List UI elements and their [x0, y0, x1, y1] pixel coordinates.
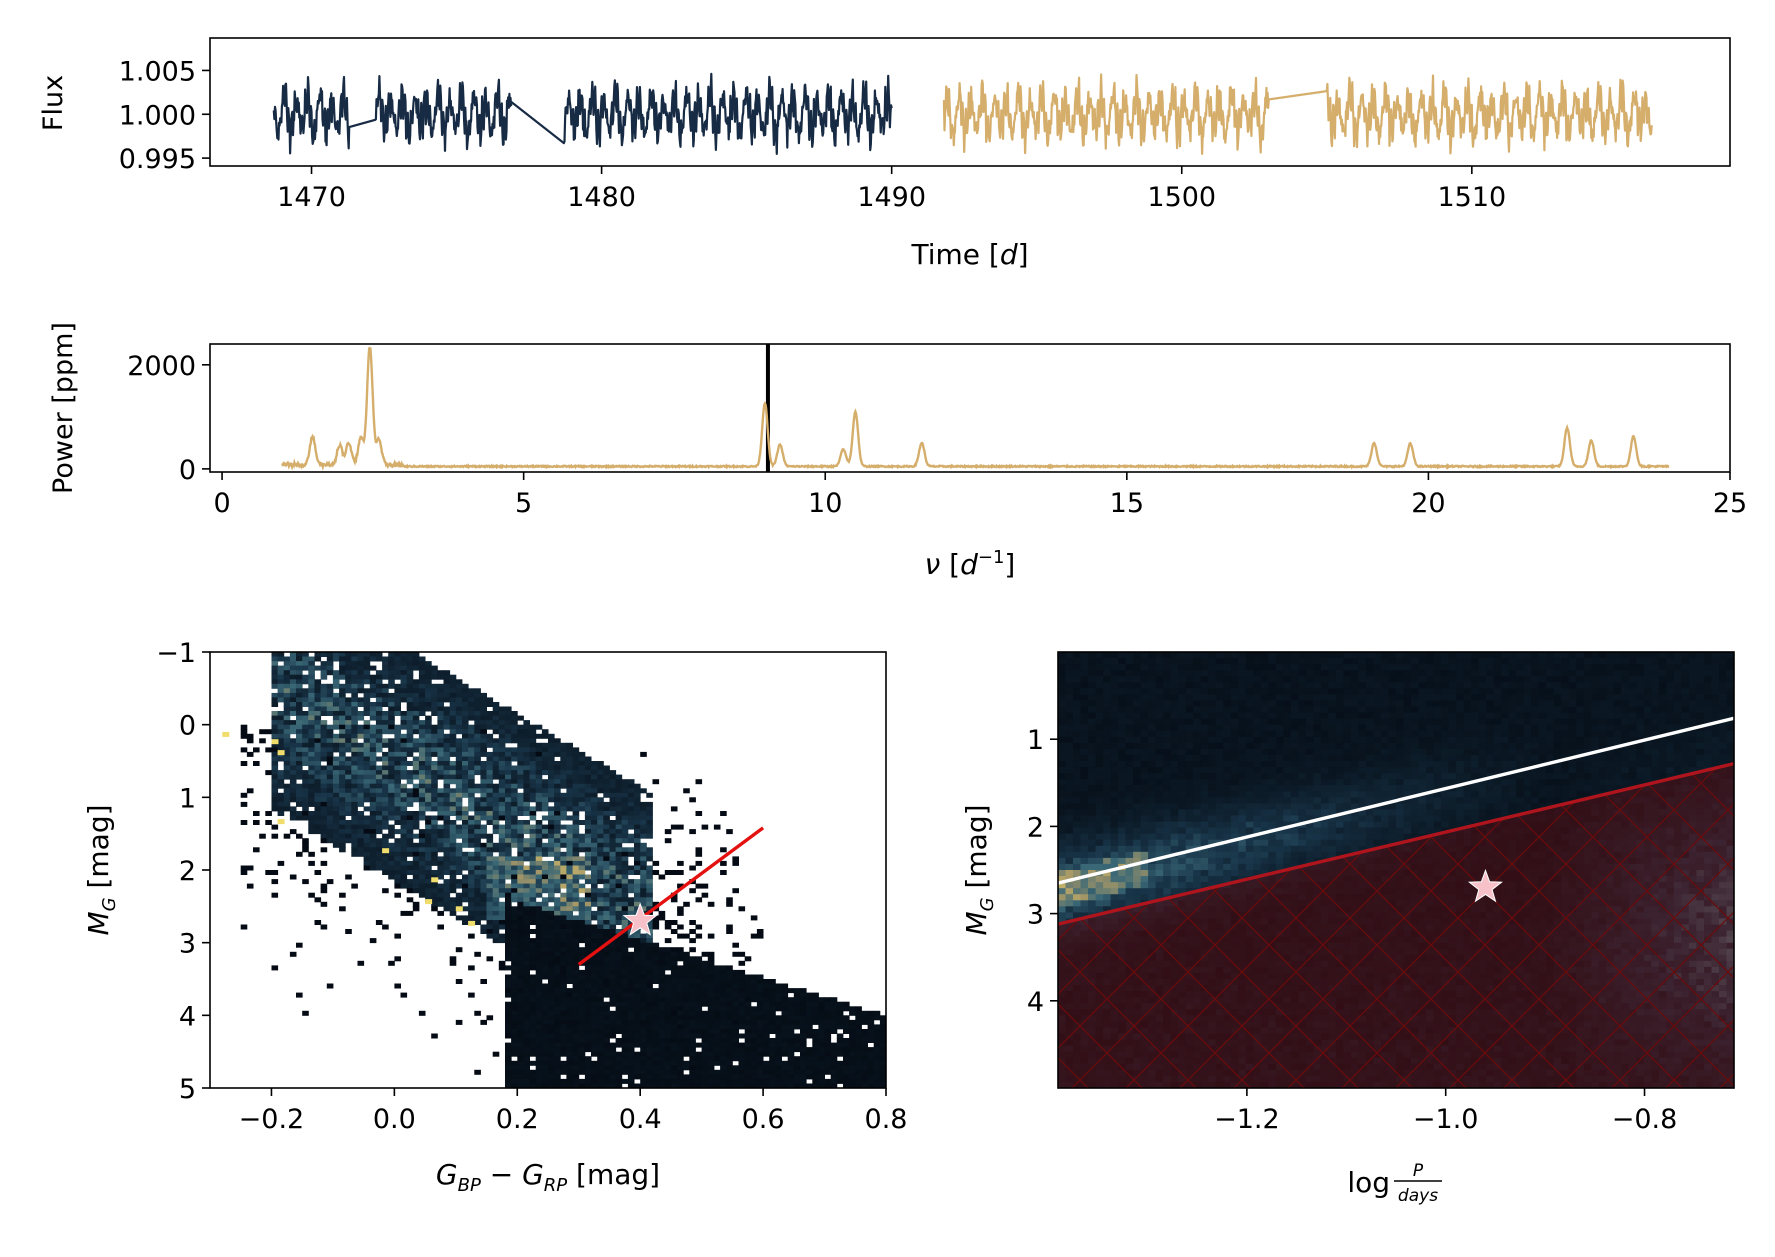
pl-y-ticks: 1 2 3 4 [1027, 725, 1058, 1018]
cmd-ylabel: MG [mag] [82, 804, 120, 935]
lightcurve-series-sector1 [272, 72, 893, 155]
cmd-bright-bin [222, 731, 230, 737]
periodogram-x-ticks: 0 5 10 15 20 25 [213, 472, 1747, 519]
x-tick-label: 0.6 [742, 1104, 785, 1135]
x-tick-label: 0.2 [496, 1104, 539, 1135]
cmd-star-marker [622, 902, 658, 936]
x-tick-label: 20 [1411, 488, 1445, 519]
x-tick-label: −1.2 [1214, 1104, 1280, 1135]
periodogram-panel: 0 5 10 15 20 25 0 2000 Power [ppm] ν [d−1] [48, 322, 1747, 581]
x-tick-label: −0.2 [239, 1104, 305, 1135]
y-tick-label: 1.005 [119, 56, 196, 87]
x-tick-label: 15 [1110, 488, 1144, 519]
lightcurve-lines [272, 72, 1653, 155]
x-tick-label: 0.4 [619, 1104, 662, 1135]
x-tick-label: −0.8 [1612, 1104, 1678, 1135]
y-tick-label: 4 [179, 1001, 196, 1032]
cmd-xlabel: GBP − GRP [mag] [436, 1158, 660, 1196]
pl-x-ticks: −1.2 −1.0 −0.8 [1214, 1088, 1677, 1135]
lightcurve-ylabel: Flux [38, 75, 69, 131]
lightcurve-series-sector2 [942, 73, 1653, 155]
pl-xlabel-log: log [1347, 1166, 1390, 1199]
cmd-bright-bin [277, 819, 285, 825]
y-tick-label: 1 [1027, 725, 1044, 756]
cmd-y-ticks: −1 0 1 2 3 4 5 [156, 638, 210, 1105]
periodogram-curve [281, 346, 1670, 472]
cmd-bright-bin [271, 739, 279, 745]
cmd-red-line [577, 826, 765, 966]
y-tick-label: 1 [179, 783, 196, 814]
y-tick-label: 0 [179, 711, 196, 742]
y-tick-label: 2000 [127, 351, 196, 382]
x-tick-label: 0 [213, 488, 230, 519]
pl-white-line [1058, 716, 1734, 885]
pl-xlabel-den: days [1398, 1186, 1438, 1206]
cmd-bright-bin [431, 877, 439, 883]
y-tick-label: 3 [1027, 900, 1044, 931]
pl-axes-frame [1057, 651, 1735, 1089]
y-tick-label: 3 [179, 929, 196, 960]
lightcurve-xlabel: Time [d] [910, 238, 1028, 271]
x-tick-label: 1510 [1437, 182, 1506, 213]
lightcurve-axes-frame [209, 37, 1731, 167]
y-tick-label: 1.000 [119, 100, 196, 131]
lightcurve-x-ticks: 1470 1480 1490 1500 1510 [277, 166, 1506, 213]
periodogram-ylabel: Power [ppm] [48, 322, 79, 494]
x-tick-label: 5 [515, 488, 532, 519]
cmd-overlay [577, 826, 765, 966]
x-tick-label: 1490 [857, 182, 926, 213]
x-tick-label: −1.0 [1413, 1104, 1479, 1135]
cmd-bright-bin [382, 848, 390, 854]
x-tick-label: 10 [808, 488, 842, 519]
x-tick-label: 1500 [1147, 182, 1216, 213]
x-tick-label: 0.8 [865, 1104, 908, 1135]
x-tick-label: 25 [1713, 488, 1747, 519]
cmd-bright-bin [277, 750, 285, 756]
y-tick-label: 2 [179, 856, 196, 887]
cmd-bright-bin [468, 920, 476, 926]
pl-hatch-region [1058, 763, 1734, 1088]
x-tick-label: 1480 [567, 182, 636, 213]
pl-ylabel: MG [mag] [960, 804, 998, 935]
x-tick-label: 0.0 [373, 1104, 416, 1135]
y-tick-label: −1 [156, 638, 196, 669]
pl-red-line [1058, 761, 1734, 926]
y-tick-label: 0 [179, 455, 196, 486]
pl-xlabel-num: P [1413, 1161, 1424, 1181]
y-tick-label: 4 [1027, 987, 1044, 1018]
cmd-x-ticks: −0.2 0.0 0.2 0.4 0.6 0.8 [239, 1088, 908, 1135]
pl-star-marker [1467, 868, 1503, 903]
cmd-panel: −0.2 0.0 0.2 0.4 0.6 0.8 −1 0 1 2 3 4 5 MG [mag] GB… [82, 638, 907, 1196]
y-tick-label: 0.995 [119, 144, 196, 175]
lightcurve-panel: 1470 1480 1490 1500 1510 0.995 1.000 1.005 Flu… [38, 37, 1731, 271]
pl-panel: −1.2 −1.0 −0.8 1 2 3 4 MG [mag] log P days [960, 651, 1735, 1206]
cmd-bright-bin [425, 899, 433, 905]
periodogram-lines [281, 344, 1670, 472]
lightcurve-y-ticks: 0.995 1.000 1.005 [119, 56, 210, 175]
pl-overlay [1058, 716, 1734, 1088]
y-tick-label: 2 [1027, 812, 1044, 843]
periodogram-xlabel: ν [d−1] [925, 547, 1016, 581]
x-tick-label: 1470 [277, 182, 346, 213]
periodogram-axes-frame [209, 343, 1731, 473]
pl-xlabel: log P days [1347, 1161, 1442, 1206]
cmd-heatmap [222, 652, 886, 1088]
periodogram-y-ticks: 0 2000 [127, 351, 210, 486]
cmd-bright-bin [455, 906, 463, 912]
y-tick-label: 5 [179, 1074, 196, 1105]
